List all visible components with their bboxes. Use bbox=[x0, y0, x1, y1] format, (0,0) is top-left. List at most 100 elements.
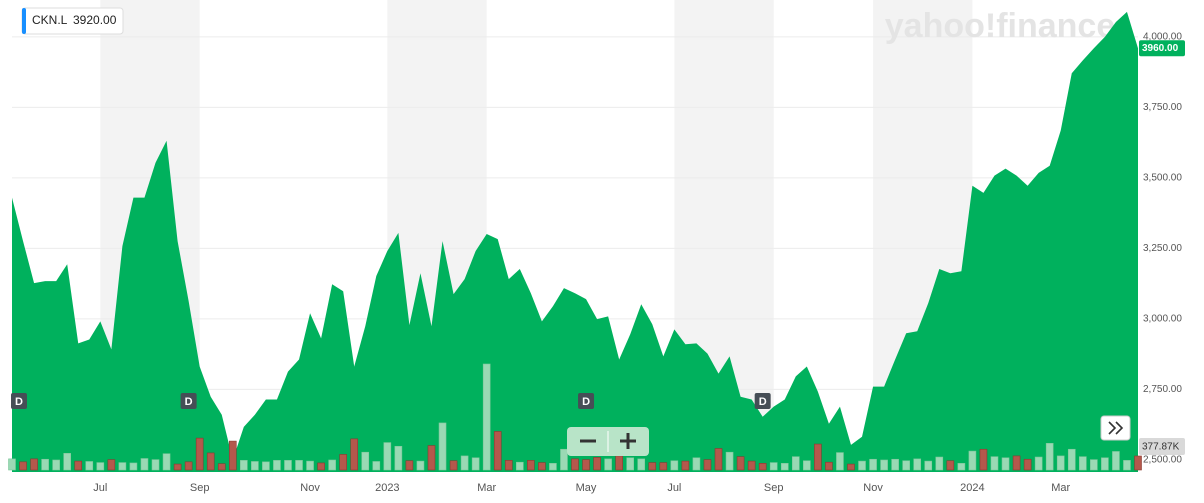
volume-bar bbox=[637, 458, 646, 471]
volume-bar bbox=[946, 460, 955, 471]
volume-bar bbox=[957, 463, 966, 471]
volume-bar bbox=[780, 463, 789, 471]
volume-bar bbox=[140, 458, 149, 471]
quote-symbol: CKN.L bbox=[32, 13, 68, 27]
volume-bar bbox=[659, 462, 668, 471]
volume-bar bbox=[847, 463, 855, 471]
volume-bar bbox=[803, 460, 811, 471]
x-tick-label: 2023 bbox=[375, 482, 399, 494]
volume-bar bbox=[825, 461, 833, 471]
volume-bar bbox=[339, 454, 347, 471]
dividend-marker bbox=[578, 393, 595, 409]
volume-bar bbox=[460, 455, 469, 471]
volume-bar bbox=[273, 460, 281, 471]
volume-bar bbox=[1056, 455, 1065, 471]
y-tick-label: 3,500.00 bbox=[1143, 173, 1182, 184]
volume-bar bbox=[240, 460, 248, 471]
y-tick-label: 2,750.00 bbox=[1143, 384, 1182, 395]
volume-bar bbox=[262, 461, 270, 471]
volume-bar bbox=[582, 459, 590, 471]
volume-bar bbox=[118, 462, 127, 471]
volume-bar bbox=[394, 445, 403, 471]
volume-bar bbox=[438, 422, 447, 471]
volume-bar bbox=[836, 452, 844, 471]
volume-bar bbox=[703, 459, 712, 471]
volume-bar bbox=[1112, 451, 1120, 471]
x-tick-label: Sep bbox=[190, 482, 210, 494]
volume-bar bbox=[516, 461, 524, 471]
y-tick-label: 3,250.00 bbox=[1143, 243, 1182, 254]
volume-bar bbox=[361, 451, 370, 471]
volume-bar bbox=[206, 452, 215, 471]
volume-bar bbox=[1134, 455, 1142, 471]
volume-bar bbox=[8, 458, 16, 471]
volume-bar bbox=[549, 463, 557, 471]
volume-bar bbox=[85, 461, 94, 471]
price-tag bbox=[1139, 40, 1185, 57]
volume-bar bbox=[968, 450, 977, 471]
volume-bar bbox=[74, 460, 83, 471]
dividend-label: D bbox=[185, 396, 193, 408]
volume-bar bbox=[1045, 443, 1054, 471]
volume-bar bbox=[427, 445, 436, 471]
volume-bar bbox=[1101, 457, 1109, 471]
dividend-label: D bbox=[582, 396, 590, 408]
volume-bar bbox=[814, 443, 822, 471]
quote-price: 3920.00 bbox=[73, 13, 117, 27]
volume-bar bbox=[670, 460, 679, 471]
volume-bar bbox=[328, 459, 336, 471]
scroll-right[interactable] bbox=[1100, 415, 1131, 441]
volume-bar bbox=[162, 453, 171, 471]
x-tick-label: May bbox=[576, 482, 597, 494]
volume-bar bbox=[30, 458, 38, 471]
volume-bar bbox=[306, 460, 314, 471]
volume-bar bbox=[869, 458, 877, 471]
volume-bar bbox=[350, 438, 359, 471]
zoom-controls bbox=[567, 427, 649, 456]
zoom-in[interactable] bbox=[620, 433, 636, 449]
x-tick-label: Jul bbox=[667, 482, 681, 494]
volume-bar bbox=[1067, 448, 1076, 471]
volume-bar bbox=[725, 451, 734, 471]
watermark: yahoo!finance bbox=[885, 7, 1115, 45]
dividend-label: D bbox=[15, 396, 23, 408]
volume-bar bbox=[449, 460, 458, 471]
scroll-right-icon bbox=[1108, 421, 1124, 435]
volume-bar bbox=[681, 460, 690, 471]
volume-bar bbox=[858, 460, 866, 471]
volume-bar bbox=[736, 456, 745, 471]
volume-bar bbox=[52, 459, 60, 471]
volume-bar bbox=[1023, 458, 1032, 471]
x-tick-label: Mar bbox=[1051, 482, 1070, 494]
volume-bar bbox=[317, 462, 325, 471]
volume-bar bbox=[615, 455, 623, 471]
y-tick-label: 4,000.00 bbox=[1143, 32, 1182, 43]
volume-bar bbox=[63, 453, 71, 471]
volume-bar bbox=[19, 461, 27, 471]
volume-bar bbox=[416, 460, 425, 471]
volume-bar bbox=[1034, 456, 1043, 471]
volume-bar bbox=[791, 456, 800, 471]
volume-bar bbox=[228, 440, 237, 471]
volume-bar bbox=[593, 457, 601, 471]
volume-bar bbox=[935, 456, 944, 471]
x-tick-label: 2024 bbox=[960, 482, 984, 494]
volume-bar bbox=[1123, 460, 1131, 471]
volume-bar bbox=[769, 462, 778, 471]
volume-bar bbox=[1079, 456, 1087, 471]
volume-bar bbox=[604, 458, 612, 471]
volume-bar bbox=[648, 462, 657, 471]
price-tag-label: 3960.00 bbox=[1142, 43, 1179, 54]
volume-bar bbox=[924, 460, 933, 471]
x-tick-label: Nov bbox=[300, 482, 320, 494]
dividend-marker bbox=[754, 393, 771, 409]
volume-bar bbox=[1001, 457, 1010, 471]
volume-bar bbox=[527, 460, 535, 471]
volume-tag bbox=[1139, 438, 1185, 455]
volume-bar bbox=[151, 459, 160, 471]
volume-bar bbox=[295, 460, 303, 471]
volume-bar bbox=[990, 456, 999, 471]
x-tick-label: Sep bbox=[764, 482, 784, 494]
